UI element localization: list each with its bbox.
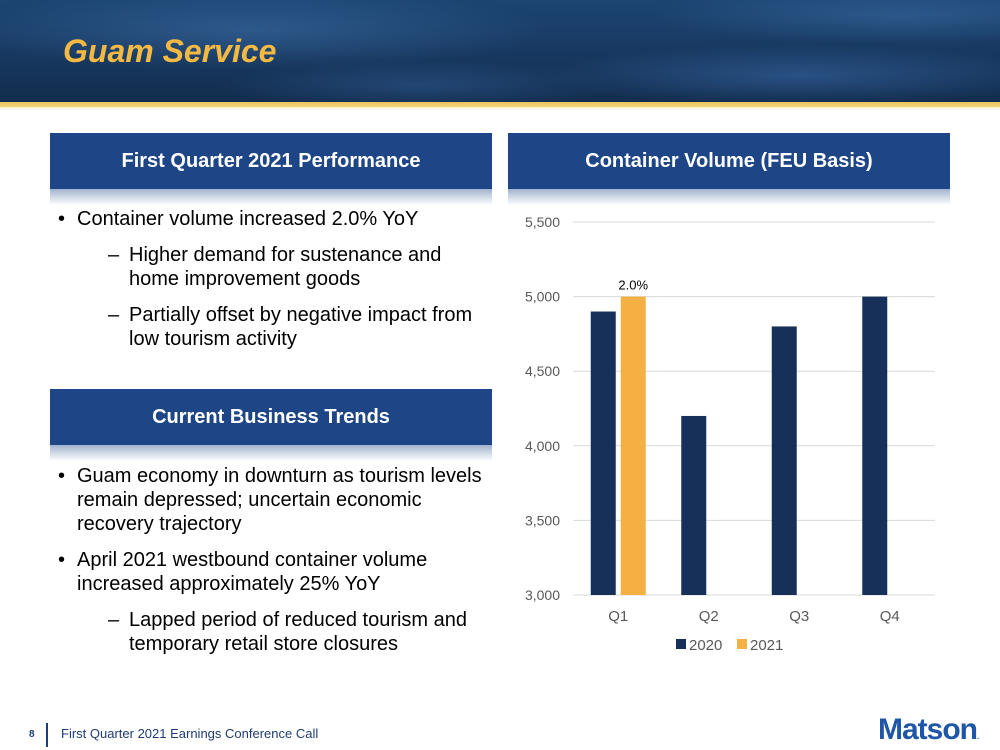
sub-bullet-item: – Partially offset by negative impact fro… bbox=[108, 304, 473, 350]
sub-bullet-item: – Lapped period of reduced tourism and te… bbox=[108, 609, 468, 655]
performance-section-title: First Quarter 2021 Performance bbox=[121, 149, 421, 172]
banner-stripe-fade bbox=[0, 107, 1000, 110]
dash-marker: – bbox=[108, 609, 120, 631]
bullet-item: April 2021 westbound container volume in… bbox=[50, 548, 490, 596]
legend-label: 2021 bbox=[750, 637, 783, 654]
y-tick-label: 5,000 bbox=[525, 289, 560, 305]
y-tick-label: 3,500 bbox=[525, 512, 560, 528]
x-tick-label: Q4 bbox=[880, 608, 900, 625]
bullet-item: Guam economy in downturn as tourism leve… bbox=[50, 464, 490, 536]
trends-section-title: Current Business Trends bbox=[152, 405, 390, 428]
legend-swatch-2021 bbox=[737, 639, 747, 649]
chart-section-header: Container Volume (FEU Basis) bbox=[508, 133, 950, 205]
performance-section-header: First Quarter 2021 Performance bbox=[50, 133, 492, 205]
y-tick-label: 4,500 bbox=[525, 363, 560, 379]
header-banner bbox=[0, 0, 1000, 102]
dash-marker: – bbox=[108, 304, 120, 326]
x-tick-label: Q2 bbox=[699, 608, 719, 625]
x-tick-label: Q1 bbox=[608, 608, 628, 625]
bullet-item: Container volume increased 2.0% YoY bbox=[50, 207, 490, 231]
bar-2020-Q2 bbox=[681, 415, 707, 595]
data-label: 2.0% bbox=[618, 278, 648, 293]
bar-2020-Q4 bbox=[862, 296, 888, 595]
bar-2020-Q3 bbox=[771, 326, 797, 595]
trends-section-header: Current Business Trends bbox=[50, 389, 492, 461]
y-tick-label: 3,000 bbox=[525, 587, 560, 603]
y-tick-label: 4,000 bbox=[525, 438, 560, 454]
footer-divider bbox=[46, 723, 48, 747]
bar-2021-Q1 bbox=[620, 296, 646, 595]
container-volume-chart: 3,000 3,500 4,000 4,500 5,000 5,500 2.0% Q1 Q2 Q3… bbox=[525, 214, 935, 654]
dash-marker: – bbox=[108, 244, 120, 266]
sub-bullet-item: – Higher demand for sustenance and home i… bbox=[108, 244, 442, 290]
bar-2020-Q1 bbox=[590, 311, 616, 595]
legend-label: 2020 bbox=[689, 637, 722, 654]
page-title: Guam Service bbox=[63, 33, 277, 69]
chart-section-title: Container Volume (FEU Basis) bbox=[585, 149, 873, 172]
page-number: 8 bbox=[29, 729, 35, 740]
banner-gold-stripe bbox=[0, 102, 1000, 107]
performance-bullets: Container volume increased 2.0% YoY –Hig… bbox=[50, 207, 490, 363]
y-tick-label: 5,500 bbox=[525, 214, 560, 230]
trends-bullets: Guam economy in downturn as tourism leve… bbox=[50, 464, 490, 668]
legend-swatch-2020 bbox=[676, 639, 686, 649]
footer-text: First Quarter 2021 Earnings Conference C… bbox=[61, 726, 319, 741]
matson-logo: Matson. bbox=[878, 713, 979, 746]
x-tick-label: Q3 bbox=[789, 608, 809, 625]
